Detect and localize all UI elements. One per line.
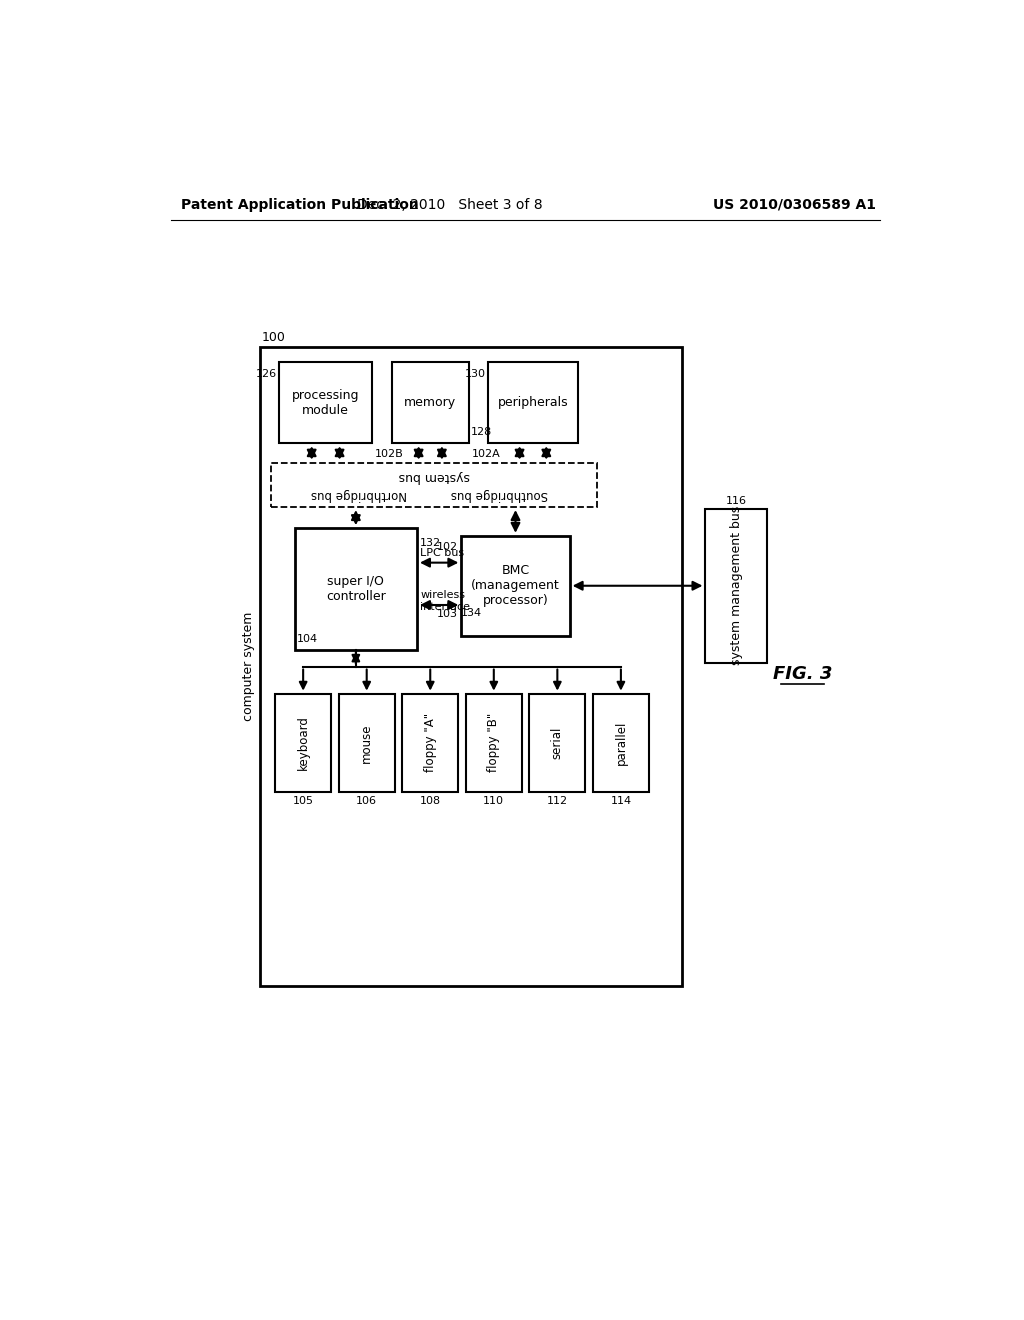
- Text: system bus: system bus: [398, 470, 470, 483]
- Text: LPC bus: LPC bus: [420, 548, 464, 557]
- Text: 106: 106: [356, 796, 377, 807]
- Text: system management bus: system management bus: [730, 506, 742, 665]
- Text: 104: 104: [297, 634, 318, 644]
- Bar: [339, 693, 394, 792]
- Bar: [593, 693, 649, 792]
- Bar: [466, 693, 521, 792]
- Text: 128: 128: [471, 428, 493, 437]
- Text: BMC
(management
processor): BMC (management processor): [471, 564, 560, 607]
- Bar: [280, 363, 372, 444]
- Bar: [706, 508, 767, 663]
- Text: 105: 105: [293, 796, 313, 807]
- Text: Dec. 2, 2010   Sheet 3 of 8: Dec. 2, 2010 Sheet 3 of 8: [356, 198, 543, 211]
- Text: parallel: parallel: [614, 721, 628, 766]
- Text: 134: 134: [461, 607, 481, 618]
- Text: 110: 110: [483, 796, 504, 807]
- Text: keyboard: keyboard: [297, 715, 309, 771]
- Text: floppy "A": floppy "A": [424, 713, 437, 772]
- Text: Northbridge bus: Northbridge bus: [311, 488, 408, 502]
- Text: FIG. 3: FIG. 3: [772, 665, 831, 684]
- Bar: [488, 363, 578, 444]
- Bar: [271, 462, 597, 507]
- Bar: [295, 528, 417, 649]
- Text: Southbridge bus: Southbridge bus: [451, 488, 548, 502]
- Text: 100: 100: [261, 331, 285, 345]
- Text: 116: 116: [726, 496, 746, 506]
- Bar: [529, 693, 586, 792]
- Text: memory: memory: [404, 396, 457, 409]
- Text: Patent Application Publication: Patent Application Publication: [180, 198, 419, 211]
- Text: 102B: 102B: [375, 449, 404, 459]
- Bar: [260, 347, 682, 986]
- Text: 102: 102: [437, 543, 458, 552]
- Text: mouse: mouse: [360, 723, 373, 763]
- Text: wireless
interface: wireless interface: [420, 590, 470, 612]
- Text: 103: 103: [437, 610, 458, 619]
- Bar: [275, 693, 331, 792]
- Bar: [391, 363, 469, 444]
- Text: peripherals: peripherals: [498, 396, 568, 409]
- Text: 130: 130: [465, 368, 486, 379]
- Text: 112: 112: [547, 796, 568, 807]
- Text: super I/O
controller: super I/O controller: [326, 574, 386, 603]
- Text: 114: 114: [610, 796, 632, 807]
- Text: 126: 126: [256, 368, 276, 379]
- Text: processing
module: processing module: [292, 389, 359, 417]
- Text: 102A: 102A: [472, 449, 501, 459]
- Text: computer system: computer system: [243, 612, 255, 721]
- Text: floppy "B": floppy "B": [487, 713, 501, 772]
- Text: 132: 132: [420, 539, 441, 548]
- Text: serial: serial: [551, 726, 564, 759]
- Text: 108: 108: [420, 796, 440, 807]
- Bar: [461, 536, 569, 636]
- Bar: [402, 693, 458, 792]
- Text: US 2010/0306589 A1: US 2010/0306589 A1: [713, 198, 877, 211]
